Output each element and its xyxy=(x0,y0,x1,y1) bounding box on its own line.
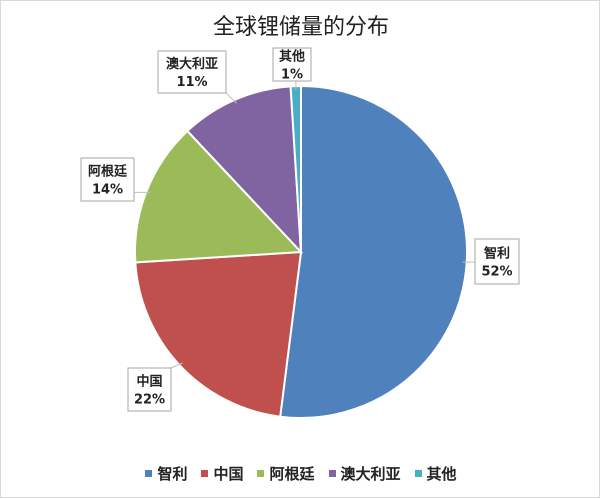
data-label-box-0 xyxy=(474,238,520,285)
legend-swatch xyxy=(328,470,336,477)
data-label-value: 14% xyxy=(92,183,123,198)
pie-slice-2 xyxy=(134,129,304,264)
legend-label: 其他 xyxy=(426,465,457,483)
legend-swatch xyxy=(201,470,209,477)
legend-item: 中国 xyxy=(201,463,243,484)
legend-item: 阿根廷 xyxy=(257,463,315,484)
legend-swatch xyxy=(414,470,422,477)
pie-slice-0 xyxy=(279,84,468,419)
data-label-box-1 xyxy=(127,367,172,412)
legend-label: 智利 xyxy=(157,465,188,483)
legend-item: 澳大利亚 xyxy=(328,463,401,484)
legend: 智利 中国 阿根廷 澳大利亚 其他 xyxy=(1,463,600,484)
data-label-box-4 xyxy=(272,47,312,82)
data-label-box-2 xyxy=(80,157,135,202)
data-label-value: 22% xyxy=(134,393,165,408)
legend-swatch xyxy=(257,470,265,477)
pie-slice-1 xyxy=(134,250,303,418)
data-label-box-3 xyxy=(157,50,227,94)
data-label-category: 阿根廷 xyxy=(88,164,128,180)
legend-label: 澳大利亚 xyxy=(340,465,401,483)
data-label-category: 其他 xyxy=(279,49,305,65)
chart-title: 全球锂储量的分布 xyxy=(212,15,389,40)
pie-slice-3 xyxy=(185,85,303,255)
legend-label: 阿根廷 xyxy=(269,465,315,483)
data-label-category: 智利 xyxy=(484,246,510,262)
legend-item: 其他 xyxy=(414,463,457,484)
leader-line-1 xyxy=(170,362,184,369)
legend-item: 智利 xyxy=(145,463,187,484)
data-label-value: 11% xyxy=(176,75,207,90)
data-label-value: 52% xyxy=(481,265,512,280)
legend-label: 中国 xyxy=(213,465,244,483)
data-label-category: 中国 xyxy=(136,374,162,390)
leader-line-3 xyxy=(225,92,238,104)
data-label-category: 澳大利亚 xyxy=(166,56,218,72)
data-label-value: 1% xyxy=(281,68,303,83)
legend-swatch xyxy=(145,470,153,477)
